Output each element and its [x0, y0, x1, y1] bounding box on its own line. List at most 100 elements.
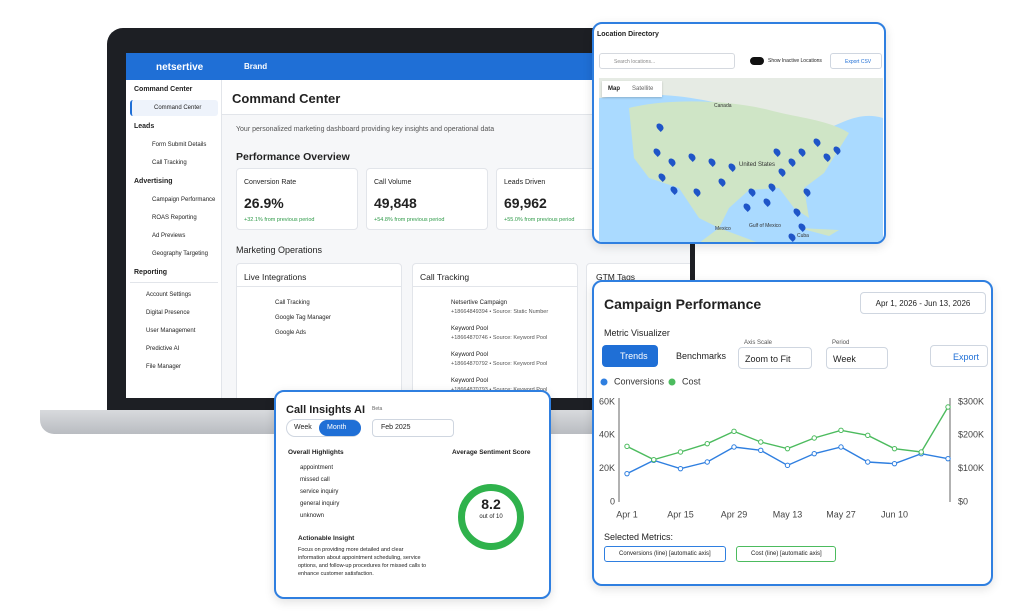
score: 8.2 [481, 496, 501, 512]
kpi-change: +55.0% from previous period [504, 217, 575, 223]
brand-menu[interactable]: Brand [244, 62, 268, 71]
export-button[interactable]: Export CSV [830, 53, 882, 69]
map-label: Canada [714, 103, 732, 109]
tab[interactable]: Benchmarks [676, 351, 727, 361]
nav-item[interactable]: Command Center [130, 100, 218, 116]
tab[interactable]: Month [319, 420, 361, 436]
field-label: Period [832, 340, 850, 346]
nav-item[interactable]: Form Submit Details [152, 142, 207, 148]
tab[interactable]: Week [294, 424, 312, 431]
integration: Google Ads [275, 330, 307, 336]
location-card: Location Directory Search locations... S… [592, 22, 886, 244]
integration: Call Tracking [275, 300, 310, 306]
call-detail: +18664849394 • Source: Static Number [451, 309, 549, 315]
map[interactable]: Map Satellite Canada United States Mexico G… [599, 78, 883, 242]
kpi-value: 49,848 [374, 195, 417, 211]
brand-logo: netsertive [156, 62, 204, 73]
kpi-card: Call Volume 49,848 +54.8% from previous pe… [366, 168, 488, 230]
integration: Google Tag Manager [275, 315, 331, 321]
highlights-title: Overall Highlights [288, 449, 344, 456]
card-title: Call Insights AI [286, 404, 366, 416]
page-title: Command Center [232, 91, 341, 106]
land [629, 101, 849, 228]
select[interactable]: Week [826, 347, 888, 369]
insight-title: Actionable Insight [298, 535, 355, 542]
nav-group[interactable]: Advertising [134, 178, 173, 185]
nav-item[interactable]: ROAS Reporting [152, 215, 197, 221]
badge: Beta [372, 406, 383, 412]
score-caption: out of 10 [479, 514, 503, 520]
toggle-label: Show Inactive Locations [768, 58, 822, 64]
map-tab[interactable]: Map [608, 86, 620, 92]
call-name: Keyword Pool [451, 326, 489, 332]
nav-group[interactable]: Leads [134, 123, 155, 130]
tab-group: Week Month [286, 419, 361, 437]
subtitle: Metric Visualizer [604, 328, 670, 338]
highlight: general inquiry [300, 501, 340, 507]
highlight: appointment [300, 465, 334, 471]
card-title: GTM Tags [596, 272, 636, 282]
insights-card: Call Insights AI Beta Week Month Feb 202… [274, 390, 551, 599]
map-land [599, 78, 883, 242]
kpi-change: +32.1% from previous period [244, 217, 315, 223]
search-input[interactable]: Search locations... [599, 53, 735, 69]
divider [130, 282, 218, 283]
field-label: Axis Scale [744, 340, 773, 346]
call-detail: +18664870792 • Source: Keyword Pool [451, 361, 548, 367]
map-tab[interactable]: Satellite [632, 86, 654, 92]
map-tabs: Map Satellite [602, 81, 662, 97]
nav-item[interactable]: Ad Previews [152, 233, 186, 239]
kpi-label: Call Volume [374, 179, 412, 186]
land [599, 78, 883, 131]
highlight: missed call [300, 477, 330, 483]
nav-link[interactable]: Account Settings [146, 292, 192, 298]
sidebar: Command Center Command Center Leads Form Su… [126, 80, 222, 398]
nav-item[interactable]: Call Tracking [152, 160, 187, 166]
nav-item[interactable]: Geography Targeting [152, 251, 208, 257]
metric-chip[interactable]: Cost (line) [automatic axis] [736, 546, 836, 562]
section-title: Marketing Operations [236, 245, 323, 255]
kpi-value: 69,962 [504, 195, 547, 211]
kpi-label: Leads Driven [504, 179, 546, 186]
card-title: Campaign Performance [604, 296, 762, 312]
nav-group[interactable]: Command Center [134, 86, 193, 93]
select[interactable]: Zoom to Fit [738, 347, 812, 369]
sentiment-title: Average Sentiment Score [452, 449, 531, 456]
nav-item[interactable]: Campaign Performance [152, 197, 216, 203]
card-title: Call Tracking [420, 272, 470, 282]
toggle[interactable] [750, 57, 764, 65]
call-name: Netsertive Campaign [451, 300, 508, 306]
metric-chip[interactable]: Conversions (line) [automatic axis] [604, 546, 726, 562]
kpi-label: Conversion Rate [244, 179, 297, 186]
land [799, 228, 839, 236]
kpi-change: +54.8% from previous period [374, 217, 445, 223]
map-label: Mexico [715, 226, 731, 232]
nav-link[interactable]: File Manager [146, 364, 182, 370]
nav-link[interactable]: Digital Presence [146, 310, 190, 316]
nav-link[interactable]: User Management [146, 328, 196, 334]
card-title: Live Integrations [244, 272, 307, 282]
card-title: Location Directory [597, 31, 659, 38]
section-title: Performance Overview [236, 151, 350, 163]
call-tracking-card: Call Tracking Netsertive Campaign +186648… [412, 263, 578, 398]
nav-link[interactable]: Predictive AI [146, 346, 180, 352]
tab[interactable]: Trends [602, 345, 658, 367]
integrations-card: Live Integrations Call Tracking Google Ta… [236, 263, 402, 398]
kpi-card: Conversion Rate 26.9% +32.1% from previous… [236, 168, 358, 230]
divider [237, 286, 401, 287]
map-label: Cuba [797, 233, 809, 239]
month-select[interactable]: Feb 2025 [372, 419, 454, 437]
export-button[interactable]: Export [930, 345, 988, 367]
date-range[interactable]: Apr 1, 2026 - Jun 13, 2026 [860, 292, 986, 314]
nav-group[interactable]: Reporting [134, 269, 168, 276]
call-name: Keyword Pool [451, 352, 489, 358]
sentiment-ring [458, 484, 524, 550]
call-name: Keyword Pool [451, 378, 489, 384]
insight-text: Focus on providing more detailed and cle… [298, 547, 427, 577]
campaign-card: Campaign Performance Apr 1, 2026 - Jun 1… [592, 280, 993, 586]
map-label: Gulf of Mexico [749, 223, 781, 229]
divider [413, 286, 577, 287]
call-detail: +18664870746 • Source: Keyword Pool [451, 335, 548, 341]
